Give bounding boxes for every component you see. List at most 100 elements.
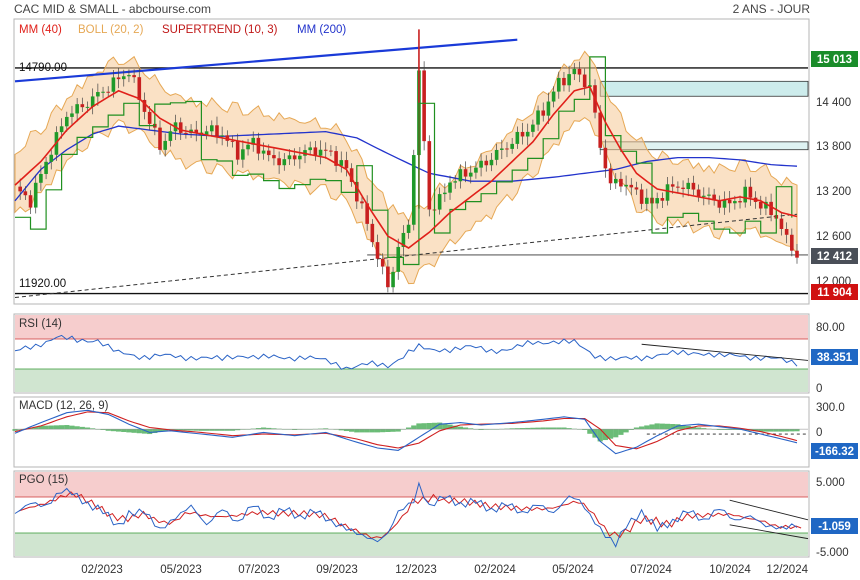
macd-histogram-bar: [115, 429, 122, 432]
macd-histogram-bar: [395, 429, 401, 432]
macd-histogram-bar: [587, 429, 593, 434]
macd-histogram-bar: [235, 429, 241, 431]
macd-histogram-bar: [784, 429, 790, 432]
y-tick-13800: 13 800: [816, 141, 851, 153]
candle-body: [582, 74, 587, 87]
macd-histogram-bar: [411, 425, 417, 430]
pgo-title: PGO (15): [19, 474, 68, 486]
candle-body: [510, 143, 514, 149]
candle-body: [256, 137, 261, 154]
candle-body: [691, 182, 696, 190]
macd-histogram-bar: [468, 428, 474, 430]
candle-body: [722, 199, 727, 208]
level-label-high: 14790.00: [19, 62, 67, 74]
macd-histogram-bar: [701, 428, 707, 430]
candle-body: [645, 197, 649, 204]
candle-body: [619, 178, 623, 187]
candle-body: [49, 154, 54, 162]
candle-body: [448, 182, 452, 193]
candle-body: [758, 201, 763, 209]
macd-histogram-bar: [540, 427, 546, 430]
candle-body: [360, 201, 364, 204]
candle-body: [277, 158, 281, 166]
candle-body: [670, 184, 675, 187]
candle-body: [365, 203, 369, 224]
chart-header-title: CAC MID & SMALL - abcbourse.com: [14, 2, 211, 16]
macd-histogram-bar: [758, 429, 764, 432]
macd-histogram-bar: [405, 427, 412, 430]
macd-histogram-bar: [69, 425, 75, 430]
x-tick-07-2024: 07/2024: [630, 564, 672, 576]
candle-body: [137, 77, 142, 100]
x-tick-05-2023: 05/2023: [160, 564, 202, 576]
x-tick-12-2024: 12/2024: [766, 564, 808, 576]
rsi-value-badge: [811, 349, 858, 365]
candle-body: [298, 155, 302, 160]
macd-histogram-bar: [338, 429, 344, 431]
candle-body: [33, 182, 38, 208]
macd-histogram-bar: [369, 429, 375, 433]
candle-body: [101, 91, 105, 93]
candle-body: [272, 155, 276, 159]
macd-histogram-bar: [33, 426, 39, 430]
candle-body: [484, 160, 489, 166]
candle-body: [479, 160, 483, 168]
candle-body: [380, 258, 385, 267]
candle-body: [624, 184, 628, 187]
macd-histogram-bar: [349, 429, 355, 432]
candle-body: [194, 129, 199, 133]
legend-mm40: MM (40): [19, 24, 62, 36]
candle-body: [220, 135, 224, 137]
macd-histogram-bar: [100, 429, 106, 430]
rsi-tick-80: 80.00: [816, 322, 845, 334]
macd-value-text: -166.32: [815, 446, 854, 458]
candle-body: [168, 131, 173, 141]
pgo-upper-trendline: [729, 499, 809, 521]
candle-body: [339, 160, 344, 166]
candle-body: [795, 250, 799, 258]
candle-body: [665, 184, 670, 201]
macd-histogram-bar: [514, 428, 520, 430]
macd-histogram-bar: [535, 427, 541, 430]
macd-histogram-bar: [84, 427, 91, 430]
candle-body: [147, 111, 152, 124]
candle-body: [70, 113, 74, 117]
macd-histogram-bar: [442, 423, 448, 430]
candle-body: [178, 122, 183, 133]
candle-body: [90, 96, 95, 107]
macd-histogram-bar: [364, 429, 370, 433]
macd-histogram-bar: [323, 428, 329, 430]
candle-body: [696, 189, 701, 197]
candle-body: [468, 172, 473, 177]
candle-body: [215, 125, 219, 137]
candle-body: [458, 169, 463, 182]
candle-body: [613, 178, 618, 184]
candle-body: [39, 173, 43, 183]
macd-histogram-bar: [380, 429, 386, 433]
macd-histogram-bar: [359, 429, 365, 433]
candle-body: [246, 144, 250, 150]
candle-body: [701, 195, 706, 197]
candle-body: [230, 140, 235, 142]
candle-body: [551, 91, 556, 102]
macd-histogram-bar: [255, 428, 262, 430]
macd-panel: [13, 396, 810, 468]
macd-histogram-bar: [38, 425, 44, 430]
candle-body: [660, 198, 665, 201]
candle-body: [639, 189, 644, 204]
x-tick-10-2024: 10/2024: [709, 564, 751, 576]
macd-histogram-bar: [509, 428, 515, 430]
price-panel: [13, 18, 810, 305]
macd-histogram-bar: [582, 429, 588, 430]
candle-body: [748, 186, 753, 198]
macd-histogram-bar: [224, 429, 230, 431]
macd-histogram-bar: [721, 429, 728, 430]
candle-body: [225, 135, 230, 141]
candle-body: [520, 131, 525, 137]
candle-body: [712, 194, 716, 201]
macd-histogram-bar: [556, 427, 562, 430]
macd-histogram-bar: [17, 429, 23, 430]
candle-body: [603, 147, 608, 169]
candle-body: [443, 192, 447, 195]
mm40-line: [14, 85, 798, 249]
